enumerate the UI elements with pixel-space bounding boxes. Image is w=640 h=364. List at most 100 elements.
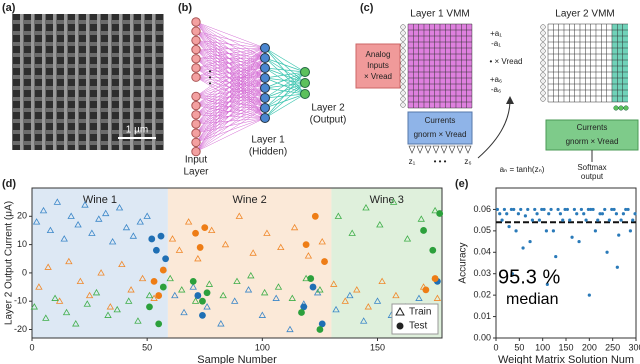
input-node [540, 30, 546, 36]
output-neuron [300, 89, 310, 99]
legend-marker [396, 322, 404, 330]
softmax: Softmax [577, 163, 606, 172]
input-neuron [191, 44, 201, 55]
train-point [221, 240, 230, 248]
train-point [108, 237, 117, 245]
input-neuron [191, 128, 201, 138]
edge [195, 58, 266, 79]
output-node [623, 105, 629, 111]
test-point [545, 282, 549, 287]
input-node [400, 54, 406, 60]
train-point [191, 297, 200, 304]
edge [195, 67, 266, 119]
edge [195, 47, 266, 125]
edge [195, 58, 266, 119]
legend-label: Test [409, 321, 428, 332]
edge [195, 87, 266, 125]
edge [264, 71, 306, 119]
input-node [540, 72, 546, 78]
train-point [353, 286, 361, 293]
train-point [44, 263, 52, 270]
currents2-box [545, 119, 639, 151]
edge [195, 47, 266, 143]
test-point [563, 207, 567, 212]
train-point [95, 215, 103, 222]
test-point [152, 246, 160, 254]
train-point [32, 218, 41, 225]
train-point [247, 271, 255, 279]
y-tick-label: 0.01 [473, 311, 491, 321]
train-point [67, 212, 75, 219]
edge [195, 107, 266, 152]
edge [195, 76, 266, 119]
hidden-neuron [260, 83, 270, 93]
train-point [92, 288, 101, 296]
input-node [400, 42, 406, 48]
train-point [72, 320, 80, 327]
test-point [146, 303, 153, 311]
test-point [540, 207, 544, 212]
region [167, 188, 332, 338]
input-neuron [191, 35, 201, 46]
train-point [219, 291, 227, 299]
train-point [168, 235, 177, 242]
edge [195, 30, 266, 49]
edge [195, 21, 266, 89]
y-tick-label: -20 [14, 324, 27, 334]
edge [195, 21, 266, 59]
activation: +a₁ [490, 29, 502, 38]
edge [264, 93, 306, 99]
input-node [540, 42, 546, 48]
input-neuron [191, 72, 201, 82]
test-point [544, 229, 549, 233]
amplifier [408, 145, 416, 154]
train-point [392, 291, 400, 299]
edge [195, 87, 266, 116]
test-point [512, 207, 516, 212]
train-point [189, 283, 197, 290]
test-point [155, 292, 163, 299]
edge [264, 71, 306, 79]
input-node [540, 36, 546, 42]
test-point [162, 255, 169, 263]
train-point [431, 206, 439, 214]
test-point [626, 207, 630, 212]
analog-inputs: Analog [366, 50, 391, 59]
train-point [274, 283, 283, 290]
train-point [205, 280, 214, 287]
currents-label: gnorm × Vread [566, 137, 619, 146]
edge [264, 47, 306, 95]
hidden-neuron [260, 73, 270, 83]
train-point [318, 237, 326, 245]
edge [195, 30, 266, 59]
train-point [53, 198, 62, 205]
input-node [540, 66, 546, 72]
edge [195, 21, 266, 119]
test-point [521, 246, 525, 250]
test-point [159, 266, 167, 274]
x-tick-label: 0 [29, 342, 34, 352]
test-point [570, 235, 574, 239]
panel-label: (e) [455, 178, 469, 190]
edge [195, 47, 266, 134]
layer2-title: Layer 2 VMM [555, 9, 614, 20]
train-point [373, 297, 382, 304]
network-diagram [191, 17, 310, 157]
test-point [203, 289, 211, 297]
test-point [298, 309, 305, 316]
train-point [88, 229, 96, 236]
edge [195, 107, 266, 143]
region-label: Wine 1 [83, 194, 117, 206]
amplifier [464, 145, 472, 154]
hidden-neuron [260, 43, 270, 53]
plot-frame [31, 187, 443, 339]
output-label: Layer 2 [311, 103, 345, 114]
train-point [104, 311, 112, 318]
train-point [138, 274, 147, 282]
input-node [400, 102, 406, 108]
train-point [30, 303, 38, 310]
train-point [60, 235, 68, 242]
test-point [561, 218, 565, 222]
test-point [300, 303, 308, 311]
edge [195, 87, 266, 143]
